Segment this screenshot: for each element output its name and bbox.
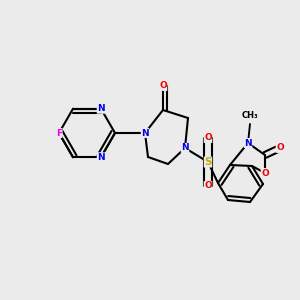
Text: N: N: [244, 139, 252, 148]
Text: O: O: [204, 134, 212, 142]
Text: O: O: [261, 169, 269, 178]
Text: N: N: [97, 104, 105, 113]
Text: CH₃: CH₃: [242, 112, 258, 121]
Text: S: S: [204, 157, 212, 167]
Text: F: F: [56, 128, 62, 137]
Text: N: N: [181, 143, 189, 152]
Text: N: N: [97, 153, 105, 162]
Text: O: O: [276, 143, 284, 152]
Text: O: O: [204, 182, 212, 190]
Text: N: N: [141, 128, 149, 137]
Text: O: O: [159, 82, 167, 91]
